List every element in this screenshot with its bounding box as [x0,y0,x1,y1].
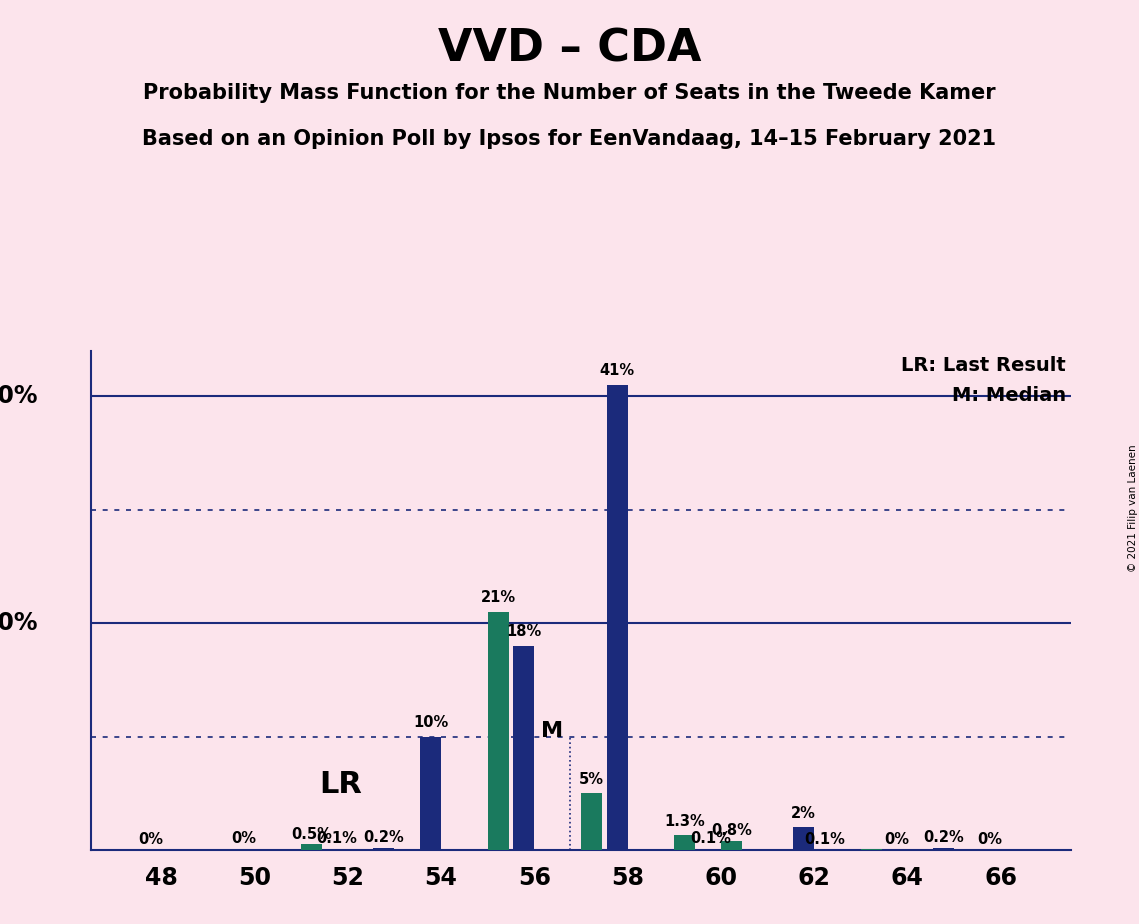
Text: Probability Mass Function for the Number of Seats in the Tweede Kamer: Probability Mass Function for the Number… [144,83,995,103]
Text: 1.3%: 1.3% [664,813,705,829]
Bar [699,849,721,850]
Bar [233,849,254,850]
Text: LR: LR [320,770,362,799]
Text: 0.1%: 0.1% [804,833,845,847]
Text: 10%: 10% [412,715,448,730]
Text: 0.8%: 0.8% [711,823,752,838]
Bar [721,841,741,850]
Bar [607,385,628,850]
Text: 18%: 18% [506,624,541,639]
Text: 20%: 20% [0,612,38,636]
Bar [793,827,814,850]
Bar [327,849,347,850]
Bar [674,835,695,850]
Text: VVD – CDA: VVD – CDA [437,28,702,71]
Bar [581,794,601,850]
Bar [861,849,882,850]
Text: 0%: 0% [977,833,1002,847]
Text: 5%: 5% [579,772,604,786]
Text: M: Median: M: Median [952,386,1066,405]
Bar [933,848,954,850]
Text: 40%: 40% [0,384,38,408]
Text: 0%: 0% [884,833,909,847]
Text: 2%: 2% [792,806,816,821]
Text: LR: Last Result: LR: Last Result [901,356,1066,375]
Bar [374,848,394,850]
Bar [487,612,509,850]
Bar [420,736,441,850]
Bar [514,646,534,850]
Text: 0.2%: 0.2% [924,830,964,845]
Text: M: M [541,721,564,741]
Text: 41%: 41% [599,363,634,378]
Text: © 2021 Filip van Laenen: © 2021 Filip van Laenen [1129,444,1138,572]
Text: 0%: 0% [231,831,256,846]
Bar [301,845,322,850]
Text: 0.5%: 0.5% [292,827,331,842]
Text: 0.1%: 0.1% [317,831,358,846]
Text: 0.2%: 0.2% [363,830,404,845]
Text: Based on an Opinion Poll by Ipsos for EenVandaag, 14–15 February 2021: Based on an Opinion Poll by Ipsos for Ee… [142,129,997,150]
Text: 0%: 0% [138,833,163,847]
Text: 21%: 21% [481,590,516,605]
Text: 0.1%: 0.1% [690,831,731,846]
